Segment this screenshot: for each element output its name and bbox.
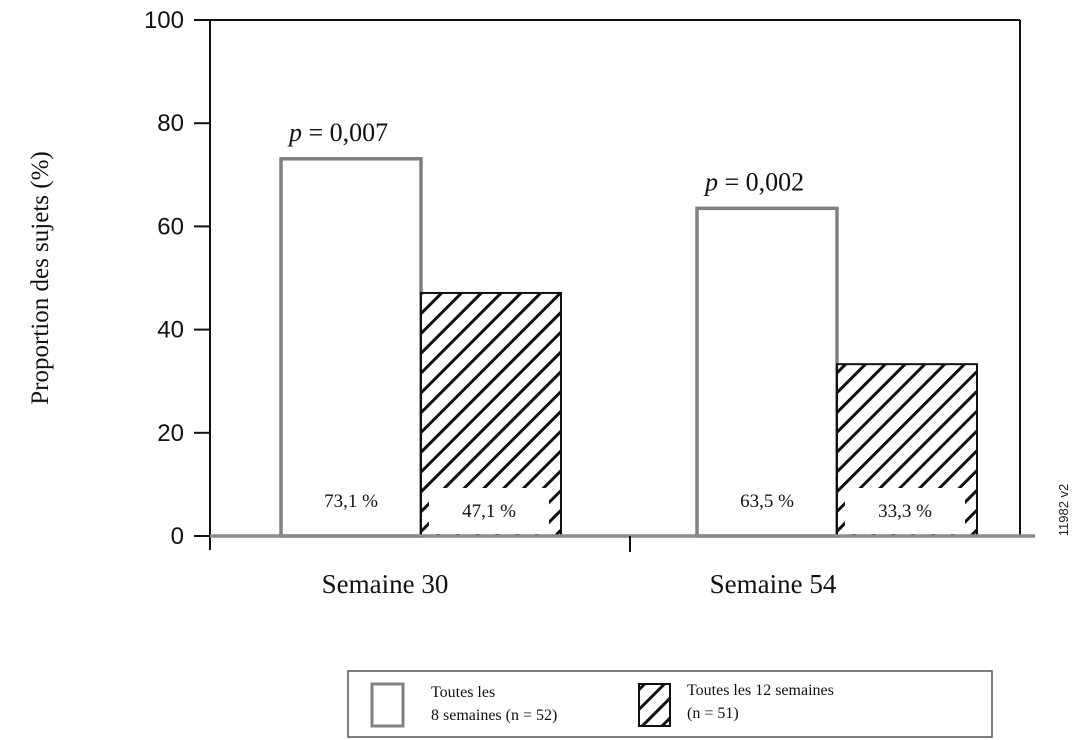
legend-item-2-line-1: Toutes les 12 semaines [687, 682, 834, 699]
value-label-box [429, 488, 549, 534]
bar-value-label: 33,3 % [878, 501, 932, 522]
y-tick-label: 40 [157, 317, 184, 344]
legend-item-1-line-2: 8 semaines (n = 52) [431, 707, 557, 724]
bars: 73,1 % 47,1 % p = 0,007 63,5 % 33,3 % p = 0,0… [279, 118, 978, 538]
bar-value-label: 73,1 % [324, 491, 378, 512]
bar-open [279, 157, 423, 538]
bar-value-label: 63,5 % [740, 491, 794, 512]
legend-swatch-open [370, 682, 405, 728]
y-axis-label: Proportion des sujets (%) [27, 151, 54, 404]
p-value-annotation: p = 0,002 [703, 167, 804, 196]
y-tick-label: 100 [144, 7, 184, 34]
y-tick-label: 80 [157, 110, 184, 137]
y-tick-label: 20 [157, 420, 184, 447]
x-category-label: Semaine 30 [322, 569, 449, 599]
bar-open [695, 206, 839, 538]
value-label-box [285, 488, 417, 534]
p-value-annotation: p = 0,007 [287, 118, 388, 147]
legend-item-1-line-1: Toutes les [431, 684, 495, 701]
plot-frame [209, 19, 1021, 550]
y-axis-ticks: 0 20 40 60 80 100 [144, 7, 210, 550]
legend-swatch-hatched [638, 683, 671, 727]
legend: Toutes les 8 semaines (n = 52) Toutes le… [347, 670, 993, 738]
y-tick-label: 0 [171, 523, 184, 550]
value-label-box [701, 488, 833, 534]
y-tick-label: 60 [157, 213, 184, 240]
value-label-box [845, 488, 965, 534]
figure-id: 11982 v2 [1056, 484, 1071, 537]
x-category-label: Semaine 54 [710, 569, 837, 599]
bar-value-label: 47,1 % [462, 501, 516, 522]
legend-item-2-line-2: (n = 51) [687, 705, 739, 722]
x-axis-categories: Semaine 30 Semaine 54 [322, 569, 837, 599]
